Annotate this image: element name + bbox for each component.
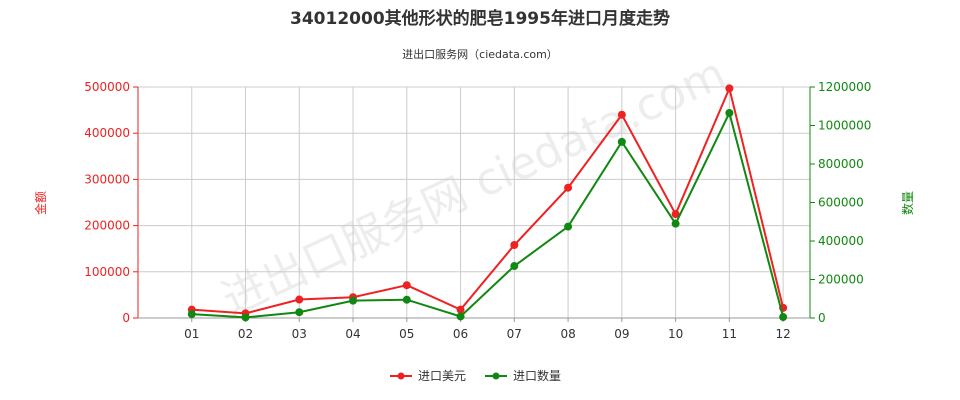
chart-subtitle: 进出口服务网（ciedata.com）: [402, 47, 558, 61]
x-tick-label: 09: [614, 327, 629, 341]
y-axis-label-right: 数量: [900, 191, 915, 215]
series-layer: [187, 84, 788, 322]
data-point: [510, 262, 519, 271]
data-point: [564, 222, 573, 231]
right-tick-label: 800000: [818, 157, 864, 171]
data-point: [187, 310, 196, 319]
chart-title: 34012000其他形状的肥皂1995年进口月度走势: [290, 8, 670, 29]
x-tick-label: 08: [560, 327, 575, 341]
x-tick-label: 04: [345, 327, 360, 341]
left-axis-ticks: 0 100000 200000 300000 400000 500000: [84, 80, 138, 325]
watermark: 进出口服务网 ciedata.com: [215, 48, 734, 326]
x-tick-label: 12: [775, 327, 790, 341]
right-tick-label: 1200000: [818, 80, 871, 94]
grid: [138, 86, 810, 319]
series-line: [191, 110, 785, 319]
left-tick-label: 100000: [84, 265, 130, 279]
series-2: [187, 108, 788, 322]
data-point: [349, 296, 358, 305]
data-point: [456, 312, 465, 321]
right-tick-label: 1000000: [818, 119, 871, 133]
x-tick-label: 05: [399, 327, 414, 341]
left-tick-label: 200000: [84, 219, 130, 233]
data-point: [241, 313, 250, 322]
right-tick-label: 600000: [818, 196, 864, 210]
right-tick-label: 0: [818, 311, 826, 325]
left-tick-label: 400000: [84, 126, 130, 140]
right-tick-label: 400000: [818, 234, 864, 248]
data-point: [617, 110, 626, 119]
x-tick-label: 11: [722, 327, 737, 341]
data-point: [564, 183, 573, 192]
x-tick-label: 01: [184, 327, 199, 341]
legend-swatch-marker: [492, 372, 500, 380]
x-tick-label: 02: [238, 327, 253, 341]
left-tick-label: 500000: [84, 80, 130, 94]
x-tick-label: 07: [507, 327, 522, 341]
data-point: [510, 241, 519, 250]
data-point: [671, 219, 680, 228]
legend-item: 进口美元: [390, 369, 466, 383]
x-tick-label: 06: [453, 327, 468, 341]
data-point: [295, 308, 304, 317]
x-tick-label: 03: [292, 327, 307, 341]
series-line: [191, 85, 785, 315]
left-tick-label: 300000: [84, 172, 130, 186]
legend: 进口美元 进口数量: [390, 368, 561, 383]
data-point: [295, 295, 304, 304]
data-point: [779, 313, 788, 322]
right-tick-label: 200000: [818, 273, 864, 287]
legend-label: 进口美元: [418, 369, 466, 383]
right-axis-ticks: 0 200000 400000 600000 800000 1000000 1200000: [810, 80, 871, 325]
data-point: [617, 137, 626, 146]
series-1: [187, 84, 788, 318]
data-point: [402, 281, 411, 290]
data-point: [671, 210, 680, 219]
x-axis-ticks: 01 02 03 04 05 06 07 08 09 10 11 12: [184, 318, 791, 341]
legend-swatch-marker: [397, 372, 405, 380]
legend-item: 进口数量: [485, 368, 561, 383]
left-tick-label: 0: [122, 311, 130, 325]
data-point: [456, 305, 465, 314]
x-tick-label: 10: [668, 327, 683, 341]
data-point: [402, 295, 411, 304]
legend-label: 进口数量: [513, 368, 561, 383]
data-point: [725, 84, 734, 93]
y-axis-label-left: 金额: [33, 191, 48, 215]
data-point: [725, 108, 734, 117]
